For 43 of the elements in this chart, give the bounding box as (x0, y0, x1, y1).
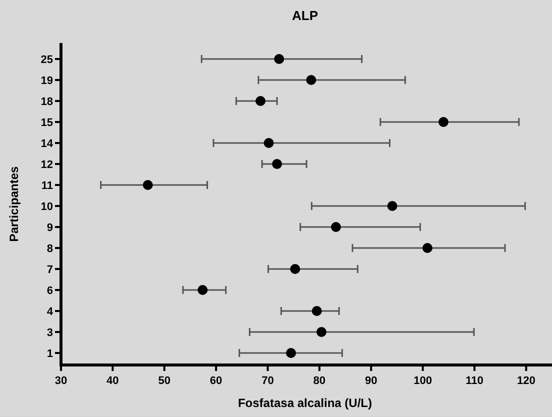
y-tick-label: 18 (40, 96, 53, 108)
y-tick-label: 11 (41, 180, 53, 192)
x-tick-label: 60 (210, 375, 222, 387)
x-tick-label: 80 (313, 375, 326, 387)
x-tick-label: 110 (466, 375, 484, 387)
y-tick-label: 4 (46, 306, 54, 318)
x-tick-label: 40 (106, 375, 119, 387)
y-tick-label: 15 (40, 117, 53, 129)
point (387, 201, 398, 211)
point (312, 306, 322, 316)
y-tick-label: 10 (40, 201, 53, 213)
point (198, 285, 208, 295)
x-tick-label: 30 (54, 375, 68, 387)
y-tick-label: 7 (46, 264, 53, 276)
point (422, 243, 432, 253)
y-axis-title: Participantes (7, 166, 21, 242)
x-tick-label: 70 (262, 375, 274, 387)
y-tick-label: 14 (40, 138, 54, 150)
x-tick-label: 90 (364, 375, 378, 387)
point (264, 138, 274, 148)
y-tick-label: 8 (46, 243, 53, 255)
y-tick-label: 1 (46, 348, 53, 360)
point (256, 96, 266, 106)
point (274, 54, 284, 64)
point (306, 75, 316, 85)
x-tick-label: 100 (414, 375, 432, 387)
y-tick-label: 9 (46, 222, 53, 234)
x-tick-label: 120 (516, 375, 536, 387)
point (438, 117, 448, 127)
x-axis-title: Fosfatasa alcalina (U/L) (238, 396, 372, 410)
x-tick-label: 50 (158, 375, 170, 387)
y-tick-label: 6 (46, 285, 53, 297)
y-tick-label: 19 (40, 75, 53, 87)
point (316, 327, 326, 337)
point (330, 222, 341, 232)
point (142, 180, 153, 190)
y-tick-label: 12 (40, 159, 53, 171)
chart-title: ALP (292, 8, 318, 23)
point (286, 348, 296, 358)
point (272, 159, 282, 169)
y-tick-label: 25 (40, 54, 53, 66)
y-tick-label: 3 (46, 327, 53, 339)
point (290, 264, 300, 274)
